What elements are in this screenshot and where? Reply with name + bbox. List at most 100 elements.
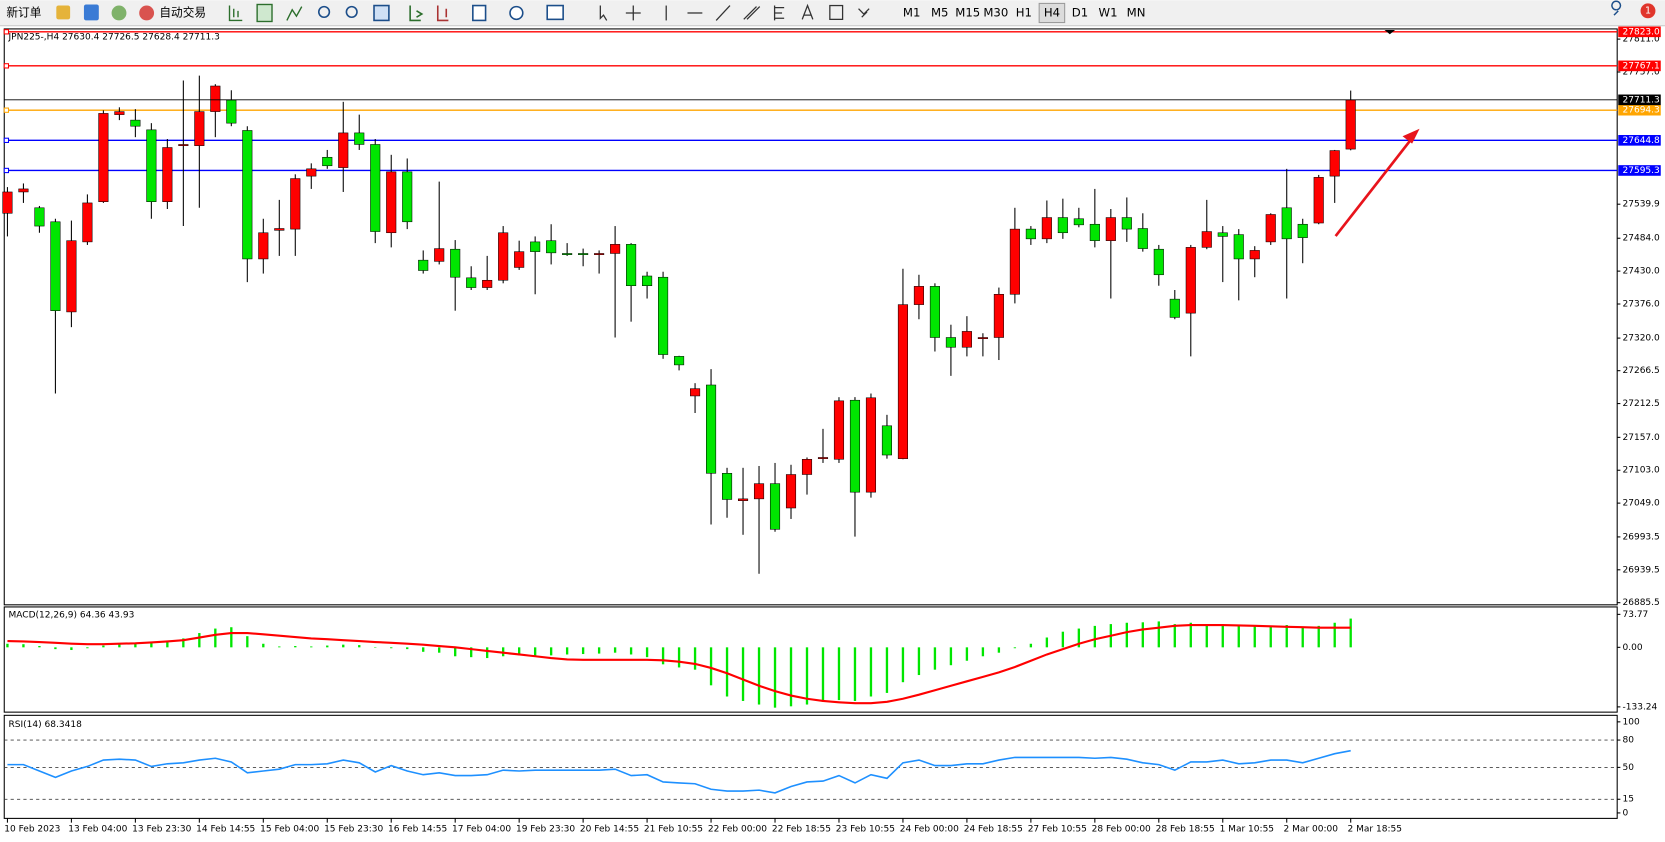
label-tool[interactable] <box>829 4 844 20</box>
x-tick-label: 17 Feb 04:00 <box>452 825 511 835</box>
zoom-in[interactable] <box>317 5 331 19</box>
price-tag-label: 27767.1 <box>1622 61 1659 71</box>
timeframe-button[interactable]: MN <box>1127 5 1146 19</box>
x-tick-label: 22 Feb 18:55 <box>772 825 831 835</box>
cursor-tool[interactable] <box>599 5 608 21</box>
candle-body <box>1169 298 1180 318</box>
candle-body <box>865 397 877 493</box>
icon[interactable] <box>56 5 71 20</box>
candle-body <box>370 144 381 232</box>
text-tool[interactable] <box>801 3 814 20</box>
candle-body <box>354 132 365 145</box>
zoom-out[interactable] <box>345 5 358 19</box>
timeframe-active[interactable] <box>1038 2 1066 24</box>
candle-body <box>514 251 525 268</box>
candle-body <box>482 279 493 288</box>
time-axis: 10 Feb 2023 13 Feb 04:00 13 Feb 23:30 14 Fe… <box>4 818 1402 835</box>
timeframe-bar: M1 M5 M15 M30 H1 H4 D1 W1 MN <box>903 2 1146 24</box>
candle-body <box>1121 217 1132 230</box>
x-tick-label: 24 Feb 18:55 <box>964 825 1023 835</box>
y-tick-label: 27484.0 <box>1622 234 1660 244</box>
x-tick-label: 21 Feb 10:55 <box>644 825 703 835</box>
icon[interactable] <box>546 4 564 21</box>
y-tick-label: 0.00 <box>1622 643 1642 653</box>
candle-body <box>306 168 317 177</box>
candle-body <box>1009 228 1020 295</box>
candle-body <box>833 400 845 460</box>
new-order-button[interactable]: 新订单 <box>6 5 41 19</box>
icon[interactable] <box>409 5 424 22</box>
icon[interactable] <box>228 5 243 22</box>
icon[interactable] <box>472 4 487 22</box>
low-value: 27628.4 <box>142 32 180 42</box>
y-tick-label: -133.24 <box>1622 702 1657 712</box>
arrow-shaft <box>1334 138 1413 237</box>
timeframe-button[interactable]: H1 <box>1016 5 1032 19</box>
crosshair-tool[interactable] <box>625 5 641 21</box>
icon[interactable] <box>509 5 524 21</box>
rsi-value: 68.3418 <box>45 719 83 729</box>
shapes-tool[interactable] <box>858 8 870 18</box>
y-tick-label: 26993.5 <box>1622 532 1659 542</box>
candle-body <box>706 384 717 474</box>
y-tick-label: 27320.0 <box>1622 334 1660 344</box>
timeframe-button[interactable]: H4 <box>1044 5 1060 19</box>
candle-body <box>993 293 1004 338</box>
candle-body <box>50 221 61 311</box>
candle-body <box>1057 217 1068 234</box>
timeframe-button[interactable]: M30 <box>983 5 1008 19</box>
candle-body <box>1217 232 1228 237</box>
icon[interactable] <box>83 4 99 21</box>
candle-body <box>977 337 988 339</box>
icon[interactable] <box>286 6 303 21</box>
candle-body <box>210 85 221 112</box>
auto-trading-icon[interactable] <box>139 5 155 21</box>
x-tick-label: 20 Feb 14:55 <box>580 825 639 835</box>
signal-value: 43.93 <box>109 610 135 620</box>
notification-badge[interactable] <box>1640 3 1656 19</box>
x-tick-label: 14 Feb 14:55 <box>196 825 255 835</box>
close-value: 27711.3 <box>183 32 221 42</box>
x-tick-label: 1 Mar 10:55 <box>1220 825 1274 835</box>
icon[interactable] <box>111 5 127 21</box>
x-tick-label: 28 Feb 18:55 <box>1156 825 1215 835</box>
icon[interactable] <box>373 4 390 22</box>
fibo-tool[interactable] <box>773 5 785 21</box>
search-icon[interactable] <box>1611 0 1622 16</box>
candle-body <box>1153 248 1164 276</box>
timeframe-button[interactable]: M15 <box>955 5 980 19</box>
candle-body <box>546 240 557 254</box>
price-tag <box>1618 26 1661 38</box>
candle-body <box>1329 150 1340 177</box>
auto-trading-button[interactable]: 自动交易 <box>159 5 206 19</box>
y-tick-label: 0 <box>1622 808 1628 818</box>
candle-body <box>1249 250 1260 260</box>
candle-body <box>1281 207 1292 240</box>
timeframe-button[interactable]: D1 <box>1072 5 1088 19</box>
price-tag-label: 27595.3 <box>1622 166 1660 176</box>
price-chart: 26885.5 26939.5 26993.5 27049.0 27103.0 27157… <box>2 26 1661 608</box>
candle-body <box>290 178 301 230</box>
candle-body <box>642 275 653 287</box>
candle-body <box>1233 234 1244 260</box>
trendline-tool[interactable] <box>715 5 731 21</box>
icon[interactable] <box>256 3 273 23</box>
candle-body <box>1313 177 1324 224</box>
candle-body <box>466 277 477 288</box>
notification-count[interactable]: 1 <box>1645 5 1651 16</box>
y-tick-label: 27430.0 <box>1622 267 1660 277</box>
candle-body <box>1345 99 1356 150</box>
candle-body <box>1185 247 1196 314</box>
timeframe-button[interactable]: M5 <box>931 5 949 19</box>
icon[interactable] <box>436 5 449 22</box>
candle-body <box>146 129 157 202</box>
y-tick-label: 27811.0 <box>1622 35 1660 45</box>
timeframe-button[interactable]: M1 <box>903 5 921 19</box>
candle-body <box>1089 223 1100 241</box>
channel-tool[interactable] <box>743 6 761 20</box>
timeframe-button[interactable]: W1 <box>1099 5 1118 19</box>
open-value: 27630.4 <box>62 32 100 42</box>
candle-body <box>2 191 13 214</box>
candle-body <box>849 399 861 493</box>
